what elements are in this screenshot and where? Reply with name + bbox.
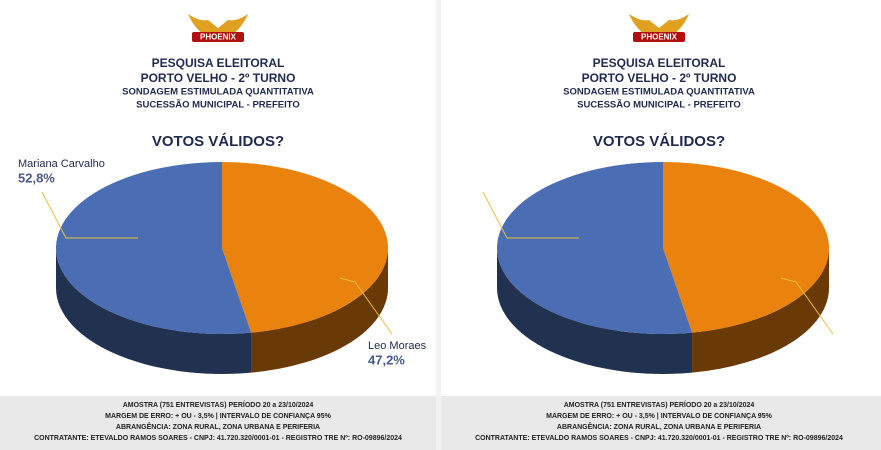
title: PESQUISA ELEITORAL — [593, 56, 726, 70]
footer-band — [441, 396, 881, 450]
footer-line: MARGEM DE ERRO: + OU - 3,5% | INTERVALO … — [546, 413, 772, 420]
value-label: 52,8% — [18, 170, 55, 185]
footer-line: AMOSTRA (751 ENTREVISTAS) PERÍODO 20 a 2… — [564, 400, 755, 409]
question: VOTOS VÁLIDOS? — [593, 133, 725, 150]
footer-line: ABRANGÊNCIA: ZONA RURAL, ZONA URBANA E P… — [116, 422, 320, 431]
footer-line: CONTRATANTE: ETEVALDO RAMOS SOARES - CNP… — [34, 435, 402, 442]
leader-line — [339, 277, 393, 335]
value-label: 47,2% — [368, 352, 405, 367]
slice-side — [56, 248, 252, 375]
slice — [663, 162, 830, 333]
slice-side — [692, 248, 829, 373]
subtitle: SUCESSÃO MUNICIPAL - PREFEITO — [577, 100, 741, 111]
leader-line — [41, 191, 138, 239]
footer-line: ABRANGÊNCIA: ZONA RURAL, ZONA URBANA E P… — [557, 422, 761, 431]
question: VOTOS VÁLIDOS? — [152, 133, 284, 150]
subtitle: PORTO VELHO - 2º TURNO — [141, 71, 296, 85]
subtitle: SONDAGEM ESTIMULADA QUANTITATIVA — [122, 87, 314, 98]
logo-plate — [192, 32, 244, 42]
footer-line: AMOSTRA (751 ENTREVISTAS) PERÍODO 20 a 2… — [123, 400, 314, 409]
logo-text: PHOENIX — [641, 33, 678, 42]
footer-band — [0, 396, 436, 450]
slice-side — [251, 248, 388, 373]
footer-line: CONTRATANTE: ETEVALDO RAMOS SOARES - CNP… — [475, 435, 843, 442]
slice — [497, 162, 693, 334]
logo-text: PHOENIX — [200, 33, 237, 42]
category-label: Leo Moraes — [368, 340, 427, 352]
subtitle: SONDAGEM ESTIMULADA QUANTITATIVA — [563, 87, 755, 98]
leader-line — [482, 191, 579, 239]
title: PESQUISA ELEITORAL — [152, 56, 285, 70]
subtitle: PORTO VELHO - 2º TURNO — [582, 71, 737, 85]
slice — [56, 162, 252, 334]
footer-line: MARGEM DE ERRO: + OU - 3,5% | INTERVALO … — [105, 413, 331, 420]
slice — [222, 162, 389, 333]
subtitle: SUCESSÃO MUNICIPAL - PREFEITO — [136, 100, 300, 111]
divider — [436, 0, 441, 450]
logo-plate — [633, 32, 685, 42]
leader-line — [780, 277, 834, 335]
category-label: Mariana Carvalho — [18, 158, 105, 170]
slice-side — [497, 248, 693, 374]
